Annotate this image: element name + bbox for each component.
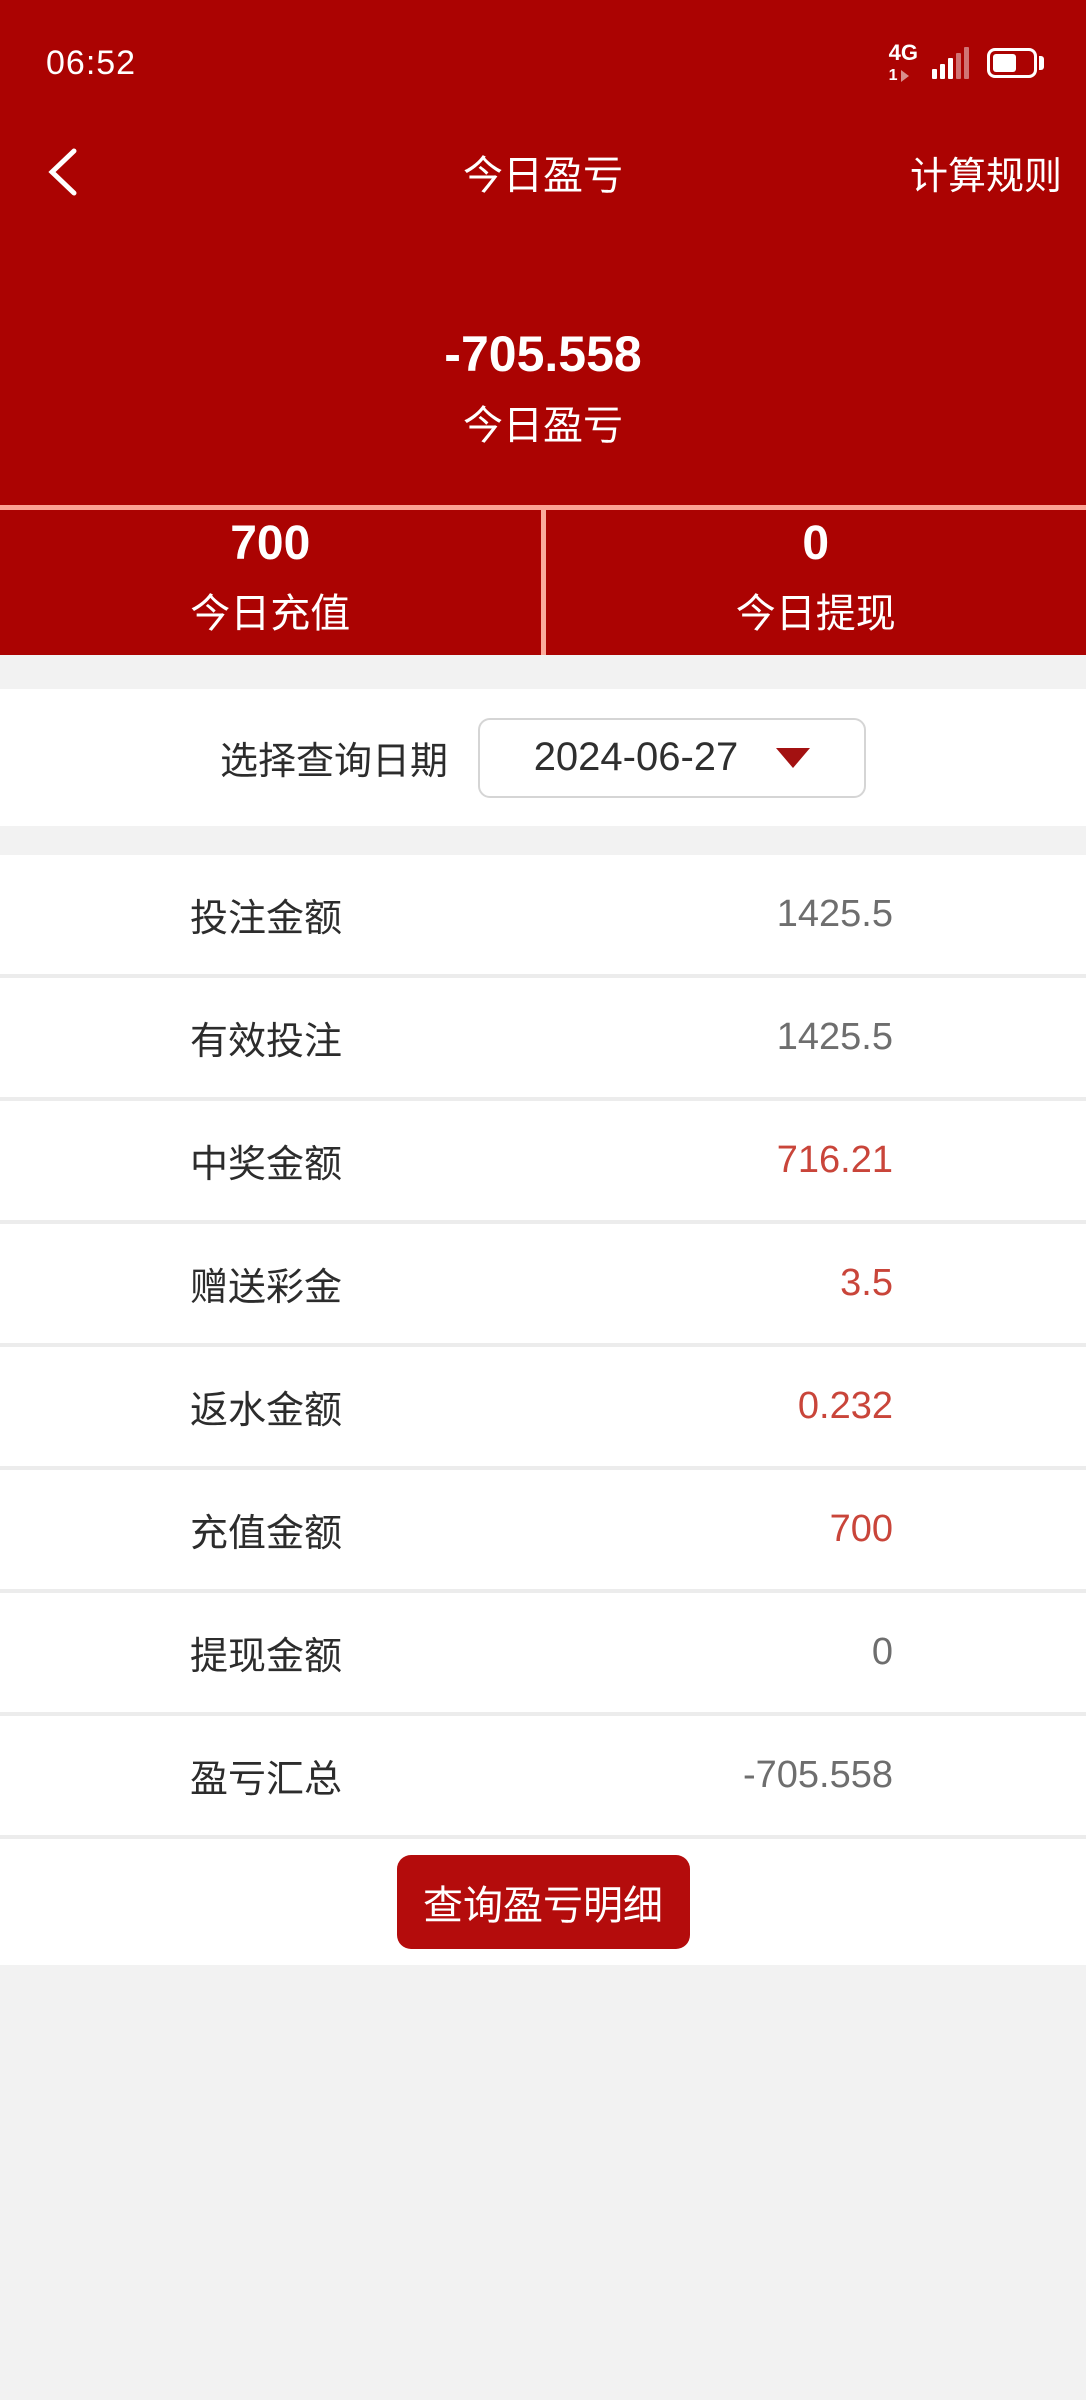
today-withdraw-label: 今日提现 [735, 592, 896, 636]
vertical-divider [540, 510, 546, 655]
today-deposit-value: 700 [230, 517, 311, 570]
summary-strip: 700 今日充值 0 今日提现 [0, 505, 1086, 655]
hero-header: 06:52 4G 1 今日盈亏 计算规则 -705.558 今日盈亏 [0, 0, 1086, 655]
date-picker-label: 选择查询日期 [219, 741, 448, 783]
list-row-withdraw-amount: 提现金额 0 [0, 1593, 1086, 1716]
button-section: 查询盈亏明细 [0, 1839, 1086, 1965]
today-deposit-label: 今日充值 [190, 592, 351, 636]
signal-bars-icon [932, 47, 969, 79]
dropdown-caret-icon [776, 747, 811, 768]
list-row-bet-amount: 投注金额 1425.5 [0, 855, 1086, 978]
spacer-band [0, 655, 1086, 689]
list-row-bonus: 赠送彩金 3.5 [0, 1224, 1086, 1347]
list-row-valid-bet: 有效投注 1425.5 [0, 978, 1086, 1101]
list-row-profit-total: 盈亏汇总 -705.558 [0, 1716, 1086, 1839]
date-picker-value: 2024-06-27 [533, 735, 739, 779]
status-time: 06:52 [46, 43, 137, 82]
nav-bar: 今日盈亏 计算规则 [0, 144, 1086, 200]
network-indicator: 4G 1 [889, 42, 918, 84]
status-icons: 4G 1 [889, 42, 1044, 84]
today-withdraw-cell: 0 今日提现 [546, 510, 1086, 655]
battery-icon [987, 48, 1044, 78]
footer-space [0, 1965, 1086, 2368]
today-withdraw-value: 0 [802, 517, 830, 570]
status-bar: 06:52 4G 1 [0, 0, 1086, 96]
query-profit-detail-button[interactable]: 查询盈亏明细 [396, 1855, 690, 1949]
today-deposit-cell: 700 今日充值 [0, 510, 541, 655]
spacer-band [0, 826, 1086, 855]
date-picker-select[interactable]: 2024-06-27 [478, 717, 866, 798]
sim-number-label: 1 [888, 67, 898, 84]
network-type-label: 4G [888, 40, 918, 65]
data-arrow-icon [900, 70, 909, 82]
today-profit-caption: 今日盈亏 [463, 404, 623, 448]
list-row-deposit-amount: 充值金额 700 [0, 1470, 1086, 1593]
today-profit-amount: -705.558 [444, 326, 642, 382]
back-chevron-icon[interactable] [44, 146, 84, 198]
calculation-rules-link[interactable]: 计算规则 [909, 155, 1062, 198]
list-row-winning-amount: 中奖金额 716.21 [0, 1101, 1086, 1224]
date-picker-row: 选择查询日期 2024-06-27 [0, 689, 1086, 826]
list-row-rebate: 返水金额 0.232 [0, 1347, 1086, 1470]
summary-list: 投注金额 1425.5 有效投注 1425.5 中奖金额 716.21 赠送彩金… [0, 855, 1086, 1839]
page-title: 今日盈亏 [463, 154, 623, 198]
